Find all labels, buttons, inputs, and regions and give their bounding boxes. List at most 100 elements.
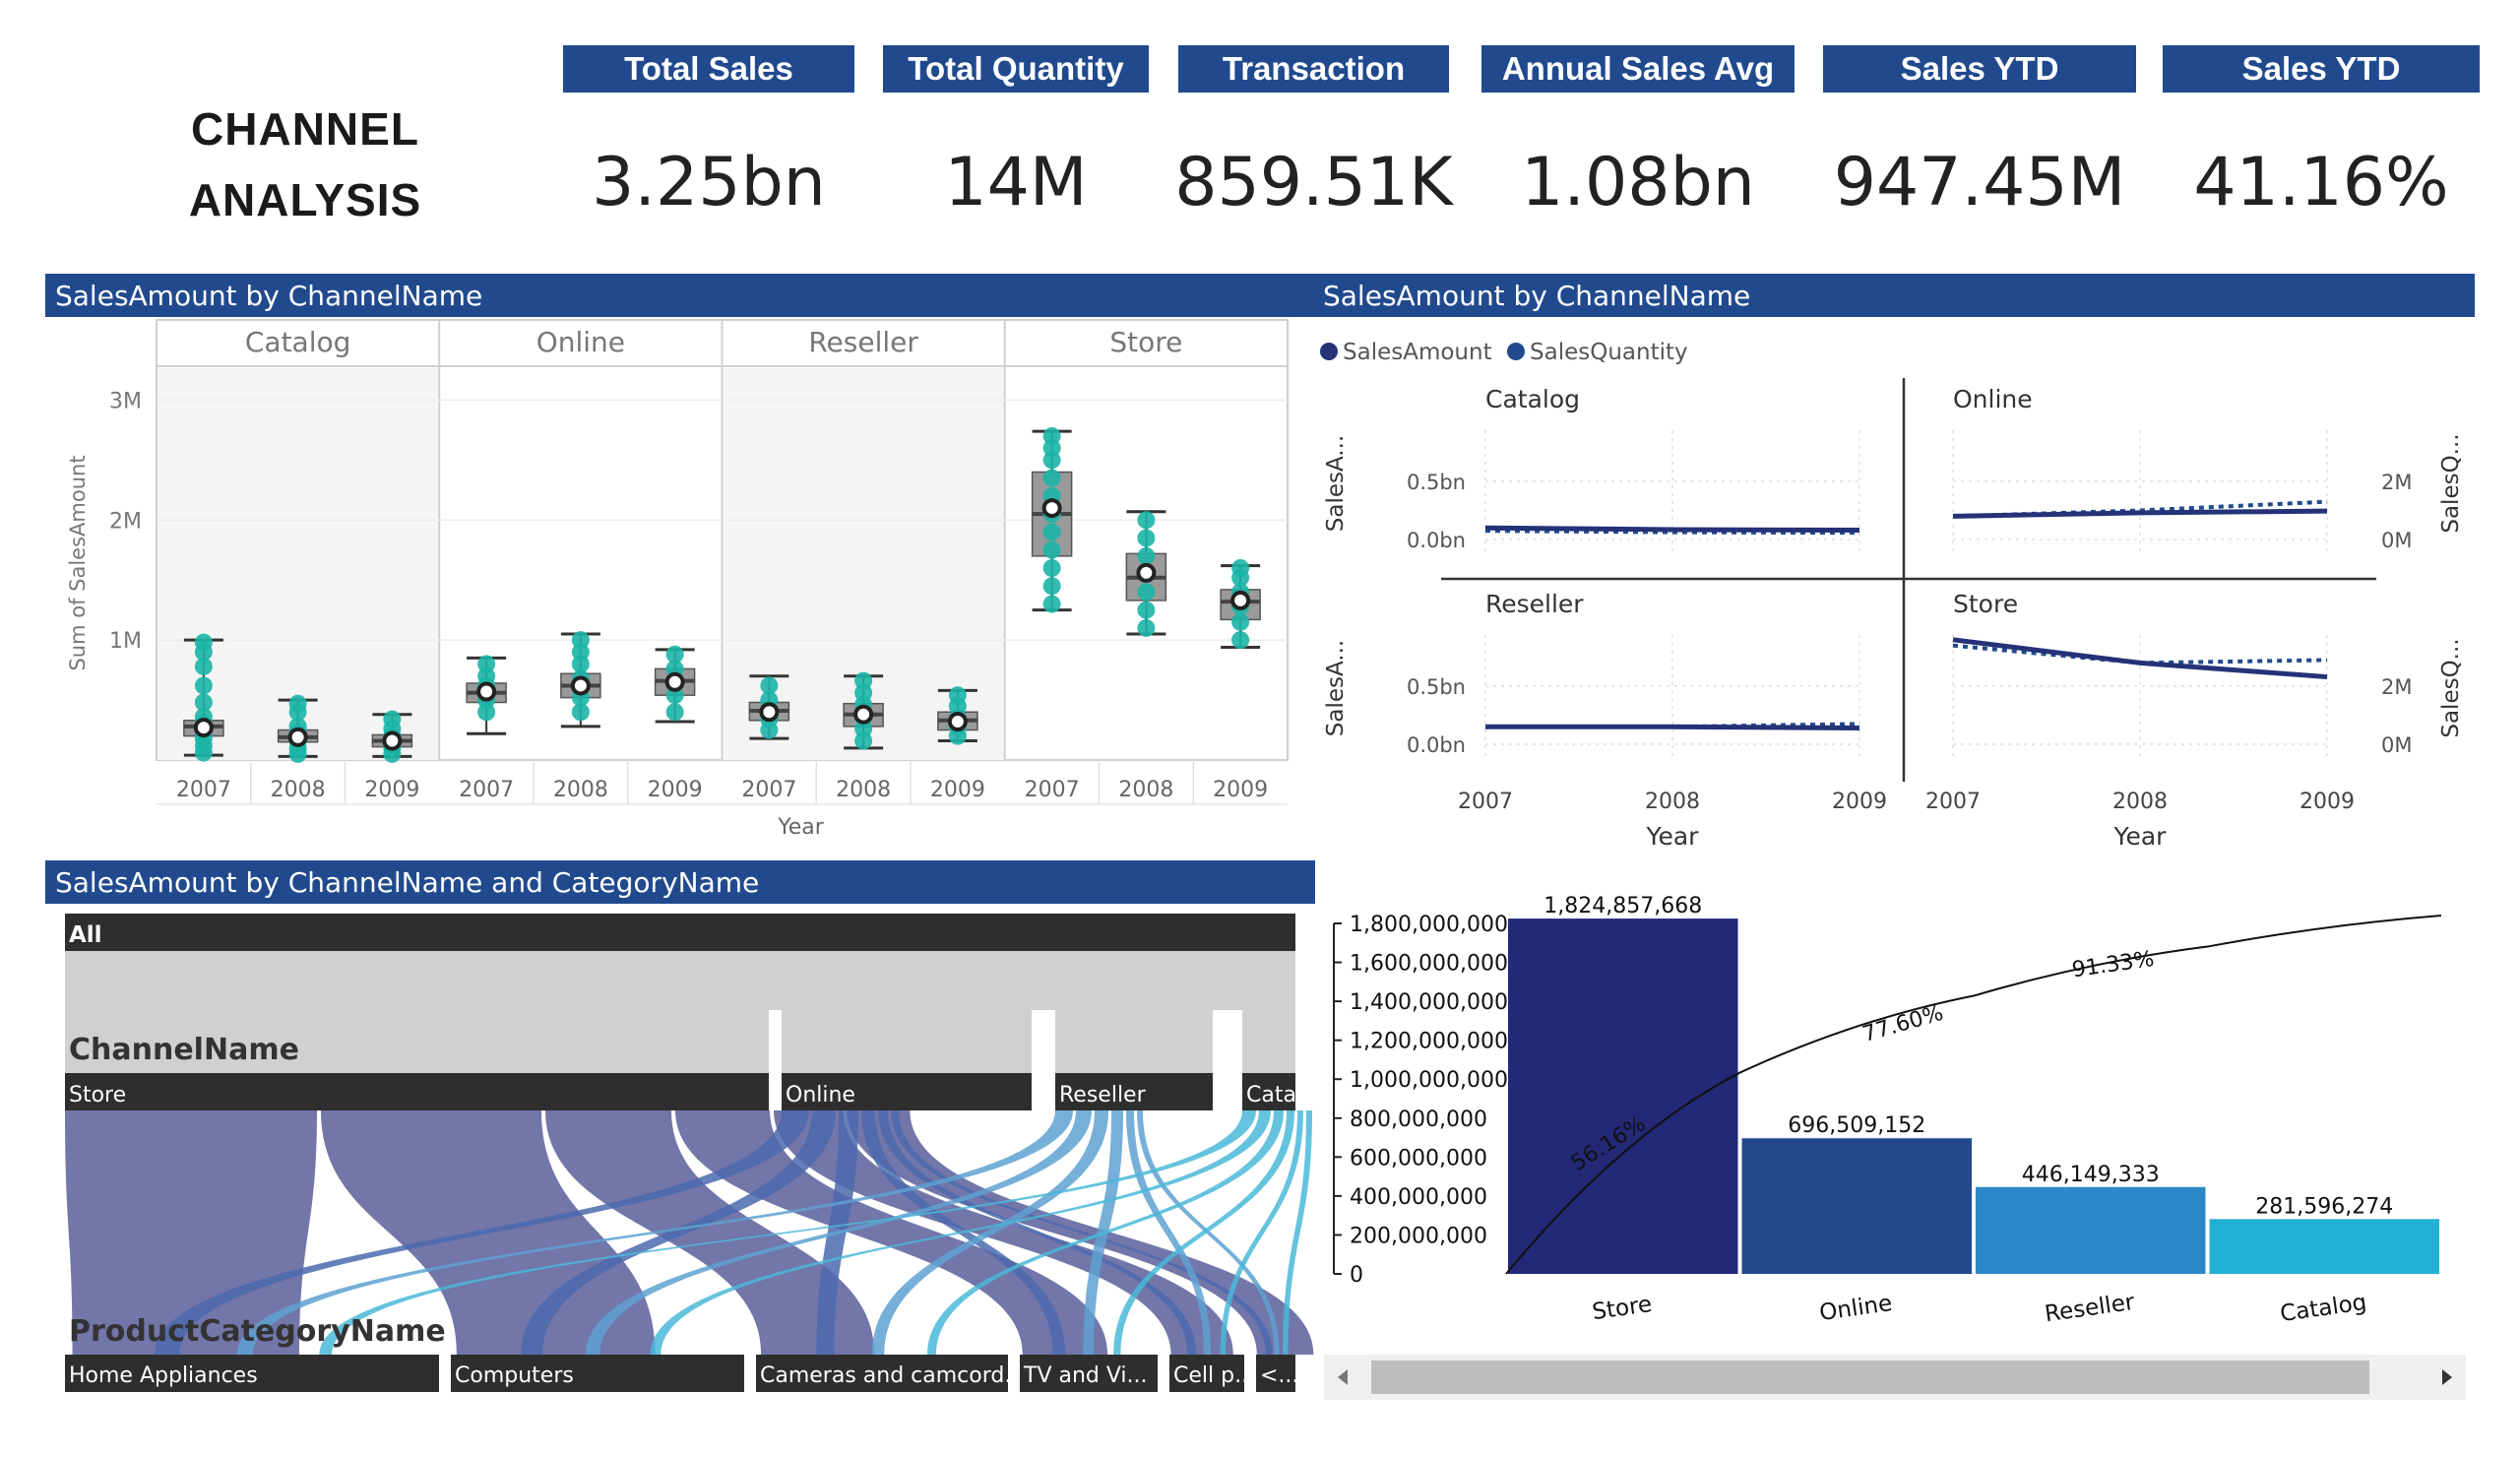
- boxplot-point: [1137, 546, 1156, 565]
- smallmultiples-right-tick: 0M: [2381, 529, 2412, 552]
- smallmultiples-right-axis-title: SalesQ...: [2438, 638, 2464, 737]
- boxplot-ytick-label: 2M: [109, 509, 142, 534]
- boxplot-point: [1231, 612, 1250, 631]
- boxplot-xlabel: Year: [777, 815, 825, 840]
- sankey-ribbon: [1283, 1110, 1312, 1355]
- pareto-bar[interactable]: [1976, 1186, 2206, 1274]
- legend-salesquantity-marker: [1507, 343, 1525, 360]
- kpi-total-sales-label: Total Sales: [563, 45, 854, 93]
- boxplot-mean-marker: [382, 730, 403, 751]
- smallmultiples-left-tick: 0.0bn: [1407, 529, 1466, 552]
- pareto-bar-label: 1,824,857,668: [1544, 894, 1702, 919]
- sankey-root-band: [65, 951, 1295, 1010]
- sankey-channel-node[interactable]: [1055, 1073, 1213, 1110]
- smallmultiples-title: SalesAmount by ChannelName: [1313, 274, 2475, 317]
- kpi-total-quantity-value: 14M: [944, 143, 1088, 222]
- boxplot-point: [1137, 618, 1156, 637]
- sankey-category-node[interactable]: [451, 1355, 744, 1392]
- scroll-left-icon[interactable]: [1338, 1369, 1348, 1385]
- boxplot-point: [571, 703, 590, 722]
- boxplot-panel-label: Catalog: [245, 326, 351, 358]
- sankey-ribbon: [521, 1110, 836, 1355]
- smallmultiples-right-tick: 2M: [2381, 471, 2412, 494]
- smallmultiples-right-axis-title: SalesQ...: [2438, 433, 2464, 533]
- boxplot-xtick-label: 2008: [271, 778, 326, 802]
- sankey-chart: All ChannelName Store Online Reseller Catalog…: [65, 914, 1315, 1392]
- smallmultiples-left-tick: 0.5bn: [1407, 471, 1466, 494]
- pareto-bar[interactable]: [1741, 1138, 1973, 1274]
- pareto-chart: 0 200,000,000 400,000,000 600,000,000 800,00…: [1333, 894, 2442, 1327]
- sankey-category-label: Cameras and camcord...: [760, 1363, 1025, 1388]
- pareto-bar[interactable]: [2209, 1219, 2440, 1274]
- boxplot-point: [1042, 426, 1061, 445]
- sankey-channel-band: [782, 1008, 1032, 1073]
- sankey-channel-band: [1242, 1008, 1295, 1073]
- pareto-ytick-label: 400,000,000: [1350, 1185, 1487, 1210]
- boxplot-point: [665, 645, 684, 664]
- smallmultiples-panel-label: Catalog: [1485, 385, 1580, 413]
- scrollbar-thumb[interactable]: [1371, 1361, 2369, 1394]
- sankey-channel-node[interactable]: [1242, 1073, 1295, 1110]
- legend-salesamount-label: SalesAmount: [1343, 340, 1492, 365]
- boxplot-mean-marker: [1230, 590, 1251, 610]
- boxplot-point: [194, 633, 213, 652]
- kpi-sales-ytd-pct-value: 41.16%: [2193, 143, 2449, 222]
- legend-salesquantity-label: SalesQuantity: [1530, 340, 1688, 365]
- sankey-ribbon: [1220, 1110, 1303, 1355]
- boxplot-mean-marker: [287, 727, 308, 747]
- kpi-sales-ytd-label: Sales YTD: [1823, 45, 2136, 93]
- boxplot-xtick-label: 2007: [459, 778, 514, 802]
- pareto-ytick-label: 0: [1350, 1263, 1363, 1288]
- boxplot-panel-label: Store: [1109, 326, 1182, 358]
- boxplot-xtick-label: 2008: [1118, 778, 1173, 802]
- kpi-annual-sales-avg-label: Annual Sales Avg: [1481, 45, 1795, 93]
- pareto-category-label: Catalog: [2279, 1290, 2368, 1327]
- sankey-category-node[interactable]: [1020, 1355, 1158, 1392]
- smallmultiples-salesamount-line: [1485, 724, 1860, 730]
- sankey-ribbon: [650, 1110, 1271, 1355]
- smallmultiples-left-tick: 0.5bn: [1407, 675, 1466, 699]
- boxplot-xtick-label: 2009: [1213, 778, 1268, 802]
- sankey-category-label: <...: [1260, 1363, 1298, 1388]
- boxplot-xtick-label: 2008: [553, 778, 608, 802]
- kpi-total-sales-value: 3.25bn: [592, 143, 826, 222]
- sankey-channel-node[interactable]: [782, 1073, 1032, 1110]
- sankey-channel-band: [1055, 1008, 1213, 1073]
- boxplot-point: [1137, 601, 1156, 619]
- sankey-category-node[interactable]: [1169, 1355, 1244, 1392]
- pareto-category-label: Online: [1818, 1291, 1894, 1326]
- pareto-cumulative-label: 77.60%: [1859, 1001, 1946, 1047]
- sankey-category-node[interactable]: [65, 1355, 439, 1392]
- page-title: CHANNEL ANALYSIS: [148, 94, 463, 235]
- pareto-ytick-label: 1,400,000,000: [1350, 990, 1508, 1015]
- sankey-ribbon: [319, 1110, 1256, 1355]
- boxplot-mean-marker: [947, 712, 968, 731]
- pareto-bar[interactable]: [1508, 919, 1738, 1274]
- smallmultiples-right-tick: 0M: [2381, 733, 2412, 757]
- sankey-root-node[interactable]: [65, 914, 1295, 951]
- sankey-category-node[interactable]: [1256, 1355, 1295, 1392]
- boxplot-point: [571, 631, 590, 650]
- sankey-ribbon: [545, 1110, 875, 1355]
- sankey-ribbon: [65, 1110, 317, 1355]
- boxplot-xtick-label: 2009: [364, 778, 419, 802]
- smallmultiples-left-axis-title: SalesA...: [1323, 435, 1349, 532]
- sankey-channel-node[interactable]: [65, 1073, 769, 1110]
- boxplot-point: [1137, 583, 1156, 602]
- smallmultiples-xtick-label: 2009: [1832, 790, 1887, 814]
- boxplot-point: [194, 676, 213, 695]
- pareto-cumulative-line: [1505, 915, 2442, 1275]
- pareto-bar-label: 446,149,333: [2022, 1163, 2160, 1187]
- boxplot-point: [1137, 529, 1156, 547]
- boxplot-chart: 1M 2M 3M Sum of SalesAmount Year Catalog 2007 2…: [66, 319, 1289, 840]
- boxplot-xtick-label: 2007: [1025, 778, 1080, 802]
- boxplot-ytick-label: 3M: [109, 389, 142, 413]
- pareto-category-label: Store: [1591, 1292, 1654, 1325]
- sankey-ribbon: [236, 1110, 1074, 1355]
- horizontal-scrollbar[interactable]: [1324, 1355, 2466, 1400]
- boxplot-xtick-label: 2007: [741, 778, 796, 802]
- kpi-sales-ytd-pct-label: Sales YTD: [2163, 45, 2480, 93]
- scroll-right-icon[interactable]: [2442, 1369, 2452, 1385]
- boxplot-mean-marker: [853, 704, 874, 725]
- sankey-category-node[interactable]: [756, 1355, 1008, 1392]
